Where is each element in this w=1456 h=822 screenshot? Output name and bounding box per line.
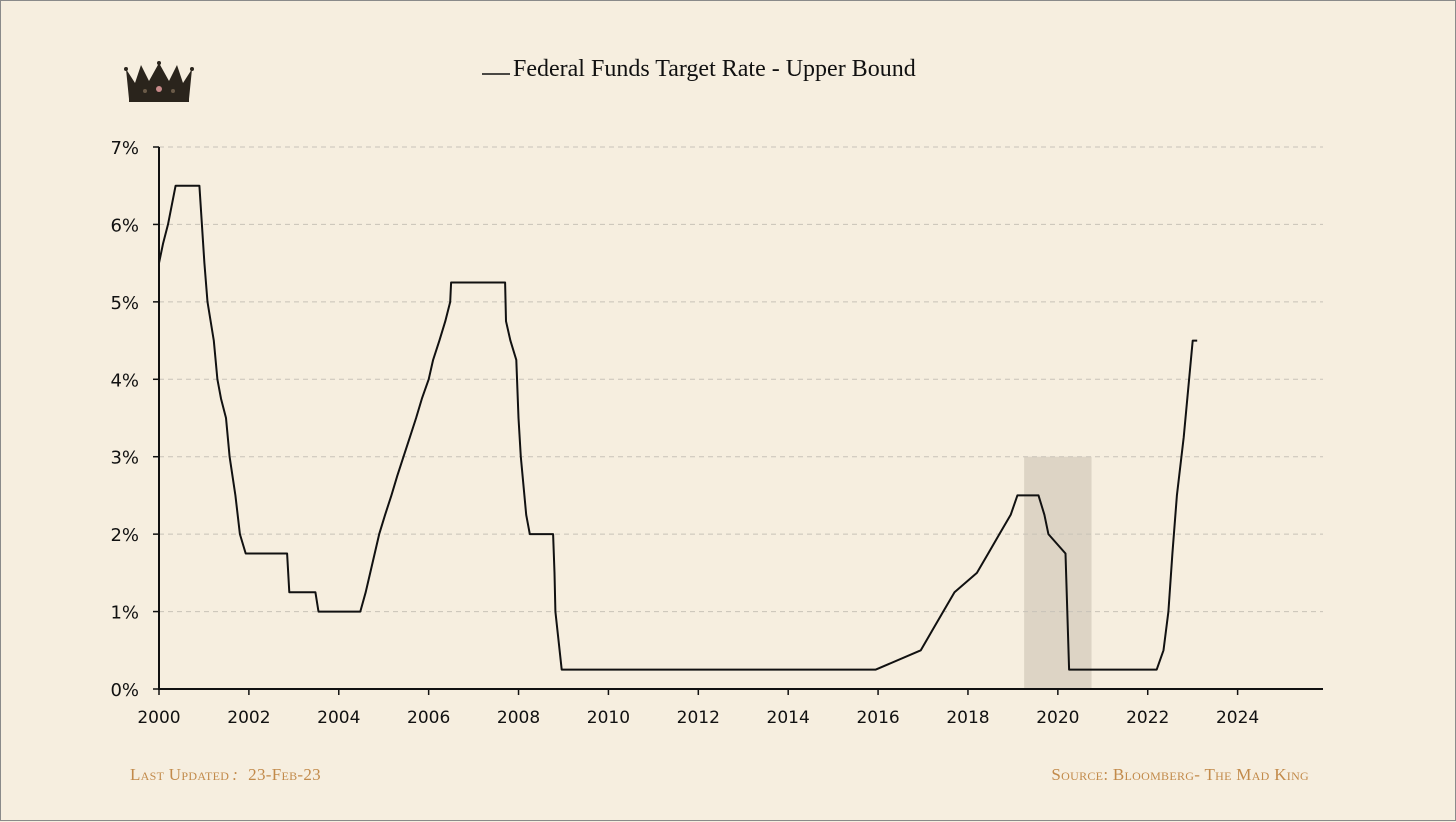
- y-tick-label: 0%: [110, 680, 139, 701]
- y-tick-label: 2%: [110, 525, 139, 546]
- y-tick-label: 3%: [110, 448, 139, 469]
- crown-icon: [124, 61, 194, 102]
- series-line: [158, 184, 1198, 671]
- x-tick-label: 2012: [677, 708, 720, 728]
- shaded-region: [1024, 456, 1092, 689]
- source-note: Source: Bloomberg- The Mad King: [1051, 765, 1309, 784]
- x-tick-label: 2000: [137, 708, 180, 728]
- y-tick-label: 1%: [110, 603, 139, 624]
- y-tick-label: 4%: [110, 370, 139, 391]
- x-tick-label: 2004: [317, 708, 360, 728]
- x-tick-label: 2014: [767, 708, 810, 728]
- last-updated: Last Updated:23-Feb-23: [130, 765, 321, 785]
- x-tick-label: 2002: [227, 708, 270, 728]
- x-tick-label: 2016: [856, 708, 899, 728]
- x-tick-label: 2006: [407, 708, 450, 728]
- y-tick-label: 7%: [110, 138, 139, 159]
- chart-title: Federal Funds Target Rate - Upper Bound: [513, 56, 916, 82]
- last-updated-separator: :: [232, 765, 239, 784]
- last-updated-label: Last Updated: [130, 765, 230, 784]
- y-tick-label: 6%: [110, 215, 139, 236]
- x-tick-label: 2020: [1036, 708, 1079, 728]
- y-tick-label: 5%: [110, 293, 139, 314]
- x-tick-label: 2010: [587, 708, 630, 728]
- x-tick-label: 2024: [1216, 708, 1259, 728]
- x-tick-label: 2018: [946, 708, 989, 728]
- x-tick-label: 2008: [497, 708, 540, 728]
- last-updated-value: 23-Feb-23: [248, 765, 321, 784]
- x-tick-label: 2022: [1126, 708, 1169, 728]
